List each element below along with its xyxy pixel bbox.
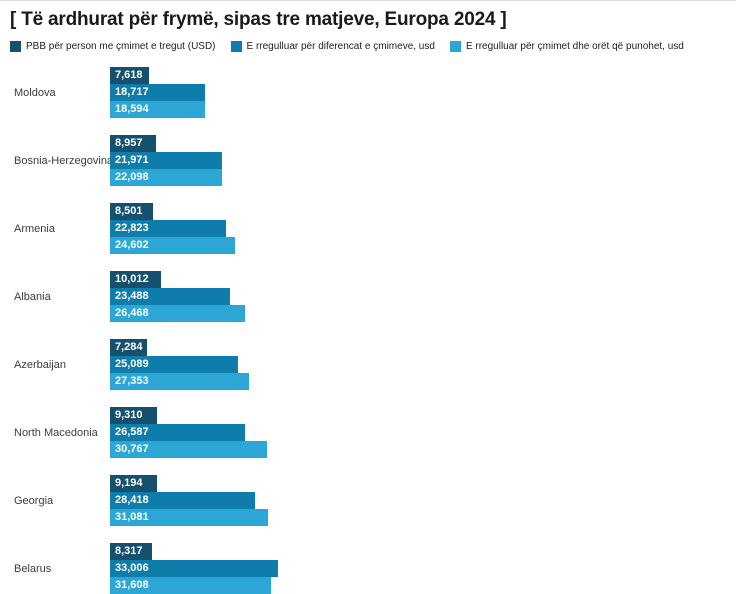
bar: 33,006 — [110, 560, 278, 577]
country-label: Moldova — [14, 86, 56, 99]
bar: 7,618 — [110, 67, 149, 84]
country-group: Armenia 8,501 22,823 24,602 — [0, 203, 736, 254]
bar: 9,194 — [110, 475, 157, 492]
bar: 27,353 — [110, 373, 249, 390]
bar: 21,971 — [110, 152, 222, 169]
legend-label-series2: E rregulluar për diferencat e çmimeve, u… — [246, 40, 435, 52]
bar: 18,594 — [110, 101, 205, 118]
legend-label-series1: PBB për person me çmimet e tregut (USD) — [26, 40, 216, 52]
country-group: Georgia 9,194 28,418 31,081 — [0, 475, 736, 526]
bar: 30,767 — [110, 441, 267, 458]
bar: 26,587 — [110, 424, 245, 441]
country-bars: 9,310 26,587 30,767 — [110, 407, 267, 458]
legend-swatch-series3-icon — [449, 40, 461, 52]
country-group: Albania 10,012 23,488 26,468 — [0, 271, 736, 322]
country-bars: 10,012 23,488 26,468 — [110, 271, 245, 322]
bar: 8,501 — [110, 203, 153, 220]
bar: 31,081 — [110, 509, 268, 526]
chart-title: [ Të ardhurat për frymë, sipas tre matje… — [10, 9, 507, 30]
bar: 24,602 — [110, 237, 235, 254]
bar: 31,608 — [110, 577, 271, 594]
legend-item-series2: E rregulluar për diferencat e çmimeve, u… — [230, 40, 435, 52]
country-group: Azerbaijan 7,284 25,089 27,353 — [0, 339, 736, 390]
country-group: North Macedonia 9,310 26,587 30,767 — [0, 407, 736, 458]
bar: 7,284 — [110, 339, 147, 356]
bar: 26,468 — [110, 305, 245, 322]
country-bars: 9,194 28,418 31,081 — [110, 475, 268, 526]
country-label: North Macedonia — [14, 426, 98, 439]
bar: 9,310 — [110, 407, 157, 424]
legend-swatch-series1-icon — [10, 40, 21, 52]
country-bars: 7,284 25,089 27,353 — [110, 339, 249, 390]
country-group: Bosnia-Herzegovina 8,957 21,971 22,098 — [0, 135, 736, 186]
bar: 28,418 — [110, 492, 255, 509]
legend-swatch-series2-icon — [230, 40, 242, 52]
bar-chart: Moldova 7,618 18,717 18,594 Bosnia-Herzego… — [0, 67, 736, 594]
country-label: Georgia — [14, 494, 54, 507]
bar: 22,823 — [110, 220, 226, 237]
bar: 8,957 — [110, 135, 156, 152]
country-group: Moldova 7,618 18,717 18,594 — [0, 67, 736, 118]
legend: PBB për person me çmimet e tregut (USD) … — [10, 40, 736, 52]
bar: 10,012 — [110, 271, 161, 288]
country-label: Albania — [14, 290, 51, 303]
legend-label-series3: E rregulluar për çmimet dhe orët që puno… — [465, 40, 684, 52]
bar: 18,717 — [110, 84, 205, 101]
legend-item-series1: PBB për person me çmimet e tregut (USD) — [10, 40, 216, 52]
country-bars: 8,317 33,006 31,608 — [110, 543, 278, 594]
legend-item-series3: E rregulluar për çmimet dhe orët që puno… — [449, 40, 684, 52]
country-bars: 7,618 18,717 18,594 — [110, 67, 205, 118]
bar: 25,089 — [110, 356, 238, 373]
country-label: Belarus — [14, 562, 52, 575]
country-label: Bosnia-Herzegovina — [14, 154, 114, 167]
country-label: Armenia — [14, 222, 55, 235]
country-bars: 8,957 21,971 22,098 — [110, 135, 222, 186]
country-bars: 8,501 22,823 24,602 — [110, 203, 235, 254]
country-group: Belarus 8,317 33,006 31,608 — [0, 543, 736, 594]
bar: 22,098 — [110, 169, 222, 186]
country-label: Azerbaijan — [14, 358, 66, 371]
bar: 23,488 — [110, 288, 230, 305]
bar: 8,317 — [110, 543, 152, 560]
